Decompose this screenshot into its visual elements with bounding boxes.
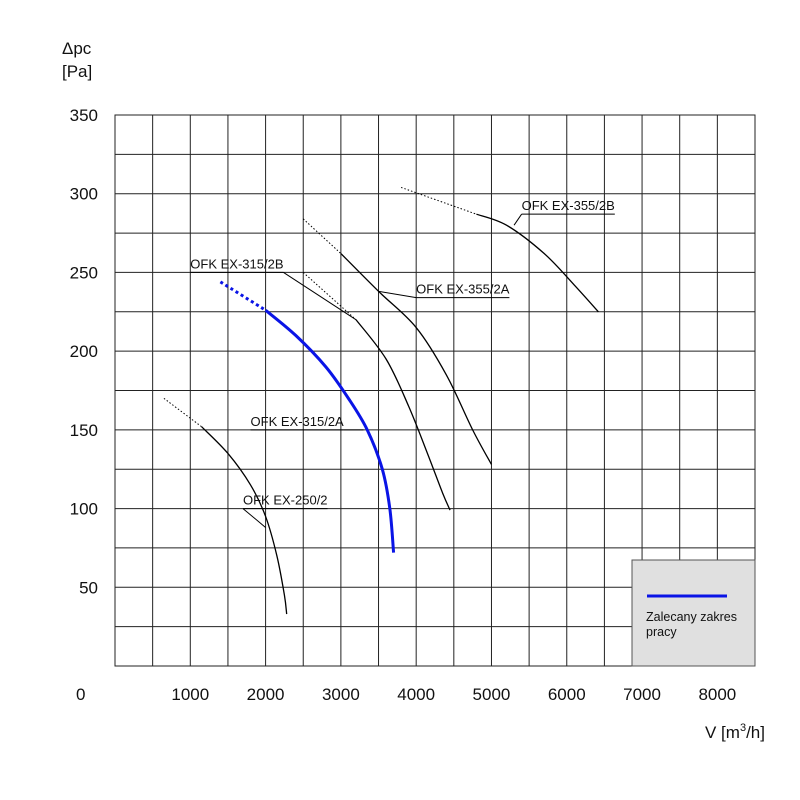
origin-label: 0	[76, 685, 85, 704]
curve-ofk-ex-355-2a-dotted	[302, 218, 342, 254]
x-axis-label-base: V [m	[705, 723, 740, 742]
y-tick-label: 350	[70, 106, 98, 125]
x-axis-label: V [m3/h]	[705, 722, 765, 742]
y-tick-label: 200	[70, 342, 98, 361]
curve-ofk-ex-355-2b	[476, 213, 599, 313]
x-tick-label: 8000	[698, 685, 736, 704]
x-tick-label: 5000	[473, 685, 511, 704]
curves	[163, 186, 599, 615]
label-ofk-ex-315-2a: OFK EX-315/2A	[251, 414, 345, 429]
curve-ofk-ex-355-2a	[340, 253, 493, 465]
y-tick-label: 100	[70, 500, 98, 519]
label-leader-ofk-ex-250-2	[242, 508, 266, 528]
x-tick-label: 7000	[623, 685, 661, 704]
x-tick-label: 1000	[171, 685, 209, 704]
curve-ofk-ex-250-2-dotted	[163, 397, 202, 428]
y-axis-label-line1: Δpc	[62, 39, 92, 58]
plot-frame	[114, 114, 756, 667]
y-tick-label: 150	[70, 421, 98, 440]
x-tick-label: 2000	[247, 685, 285, 704]
x-tick-label: 3000	[322, 685, 360, 704]
y-tick-label: 250	[70, 263, 98, 282]
x-axis-label-tail: /h]	[746, 723, 765, 742]
label-ofk-ex-355-2b: OFK EX-355/2B	[522, 198, 615, 213]
x-tick-label: 6000	[548, 685, 586, 704]
svg-text:V [m3/h]: V [m3/h]	[705, 722, 765, 742]
label-leader-ofk-ex-355-2a	[378, 290, 417, 299]
label-ofk-ex-250-2: OFK EX-250/2	[243, 493, 328, 508]
curve-ofk-ex-315-2b-dotted	[219, 280, 267, 312]
curve-ofk-ex-250-2	[201, 426, 288, 615]
label-leader-ofk-ex-355-2b	[513, 213, 523, 226]
label-ofk-ex-315-2b: OFK EX-315/2B	[190, 256, 283, 271]
legend-text-line2: pracy	[646, 625, 677, 639]
legend-box	[631, 559, 756, 667]
curve-ofk-ex-315-2a-dotted	[302, 272, 357, 321]
legend: Zalecany zakres pracy	[631, 559, 756, 667]
legend-text-line1: Zalecany zakres	[646, 610, 737, 624]
curve-ofk-ex-355-2b-dotted	[400, 186, 477, 215]
label-leader-ofk-ex-315-2b	[283, 272, 357, 321]
label-ofk-ex-355-2a: OFK EX-355/2A	[416, 282, 510, 297]
y-tick-label: 300	[70, 185, 98, 204]
y-tick-label: 50	[79, 578, 98, 597]
x-axis-label-sup: 3	[740, 722, 746, 734]
curve-ofk-ex-315-2a	[355, 319, 451, 511]
curve-labels: OFK EX-250/2 OFK EX-315/2A OFK EX-315/2B OF…	[190, 198, 615, 528]
curve-ofk-ex-315-2b	[264, 309, 396, 553]
y-axis-label-line2: [Pa]	[62, 62, 92, 81]
x-tick-label: 4000	[397, 685, 435, 704]
